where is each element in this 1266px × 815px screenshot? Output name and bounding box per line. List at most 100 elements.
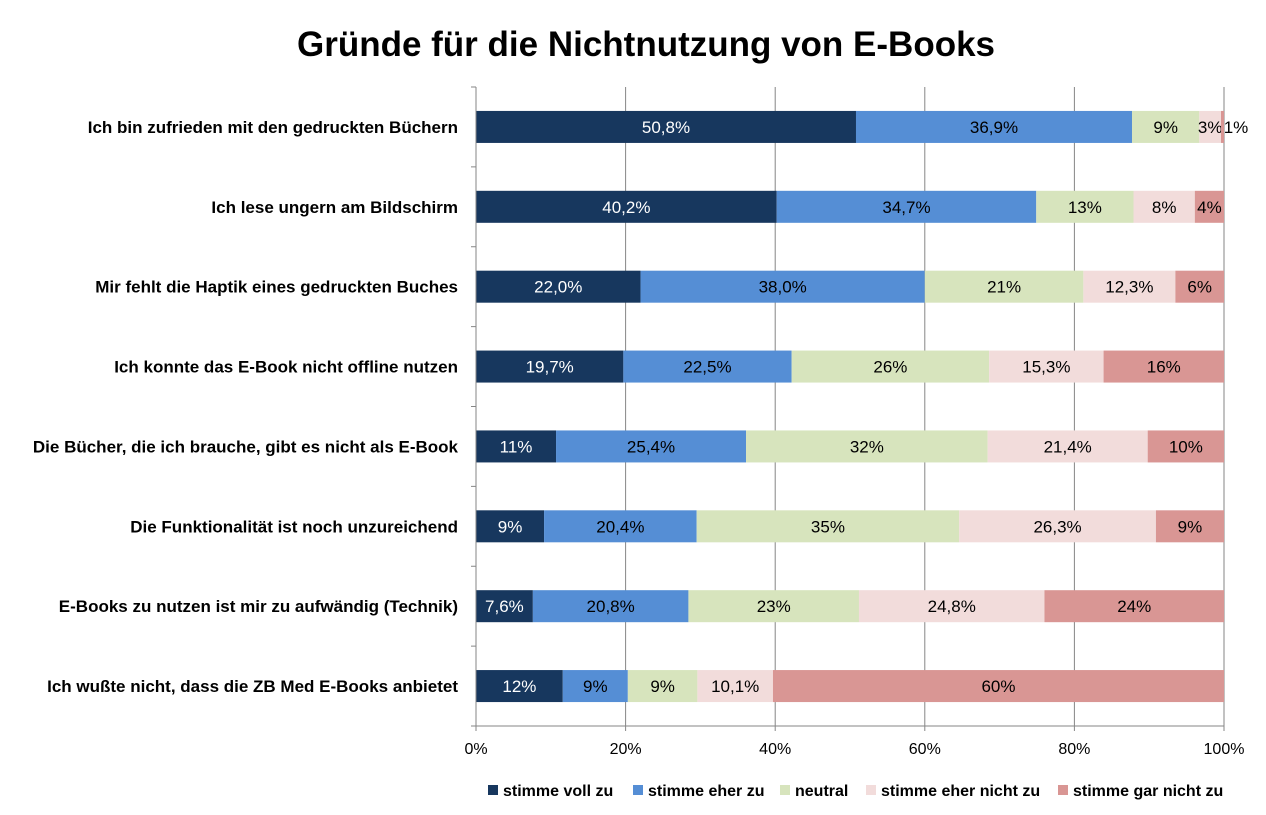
bars: 50,8% 36,9% 9% 3% 1% 40,2% 34,7% 13% 8% 4% 22,0% 38… [476,110,1249,703]
legend-swatch [1058,785,1068,795]
data-label: 9% [498,517,523,536]
bar-segment [556,430,747,463]
data-label: 10% [1169,437,1203,456]
bar-segment [476,190,777,223]
bar-segment [924,270,1084,303]
bar-segment [697,670,773,703]
data-label: 12% [502,677,536,696]
bar-segment [476,510,545,543]
legend-label: stimme eher nicht zu [881,783,1040,800]
bar-segment [640,270,925,303]
bar-segment [562,670,628,703]
bar-segment [772,670,1224,703]
data-label: 10,1% [711,677,759,696]
bar-segment [544,510,697,543]
bar-segment [987,430,1148,463]
x-tick-label: 80% [1058,741,1090,758]
category-label: Mir fehlt die Haptik eines gedruckten Bu… [95,278,458,297]
legend-label: neutral [795,783,848,800]
bar-segment [1194,190,1224,223]
bar-segment [791,350,990,383]
data-label: 36,9% [970,118,1018,137]
legend-label: stimme eher zu [648,783,764,800]
bar-segment [1133,190,1195,223]
data-label: 7,6% [485,597,524,616]
legend-swatch [780,785,790,795]
data-label: 40,2% [602,198,650,217]
x-tick-label: 20% [610,741,642,758]
data-label: 21% [987,278,1021,297]
data-label: 9% [1178,517,1203,536]
bar-segment [1175,270,1224,303]
data-label: 9% [650,677,675,696]
bar-segment [858,590,1045,623]
data-label: 22,0% [534,278,582,297]
legend-swatch [866,785,876,795]
bar-segment [532,590,689,623]
category-label: Ich wußte nicht, dass die ZB Med E-Books… [47,677,458,696]
category-label: Die Bücher, die ich brauche, gibt es nic… [33,437,459,456]
x-tick-labels: 0% 20% 40% 60% 80% 100% [464,741,1244,758]
bar-segment [688,590,859,623]
data-label: 19,7% [526,358,574,377]
data-label: 22,5% [683,358,731,377]
bar-segment [1221,110,1224,143]
legend-label: stimme voll zu [503,783,613,800]
data-label: 1% [1224,118,1249,137]
x-tick-label: 60% [909,741,941,758]
data-label: 8% [1152,198,1177,217]
data-label: 6% [1187,278,1212,297]
category-label: Die Funktionalität ist noch unzureichend [130,517,458,536]
bar-segment [959,510,1156,543]
legend-swatch [633,785,643,795]
gridlines [625,87,1225,726]
data-label: 12,3% [1105,278,1153,297]
category-label: Ich konnte das E-Book nicht offline nutz… [114,358,458,377]
category-label: E-Books zu nutzen ist mir zu aufwändig (… [59,597,458,616]
data-label: 50,8% [642,118,690,137]
data-label: 15,3% [1022,358,1070,377]
bar-segment [476,430,557,463]
data-label: 26,3% [1033,517,1081,536]
chart-title: Gründe für die Nichtnutzung von E-Books [297,25,995,64]
bar-segment [623,350,792,383]
bar-segment [476,590,533,623]
data-label: 38,0% [759,278,807,297]
bar-segment [1155,510,1224,543]
axes [471,86,1225,731]
data-label: 35% [811,517,845,536]
bar-segment [1083,270,1176,303]
bar-segment [476,350,624,383]
bar-segment [1044,590,1224,623]
x-tick-label: 0% [464,741,487,758]
data-label: 20,8% [587,597,635,616]
bar-segment [476,110,856,143]
bar-segment [1199,110,1222,143]
bar-segment [855,110,1132,143]
x-tick-label: 40% [759,741,791,758]
data-label: 24,8% [928,597,976,616]
data-label: 9% [1153,118,1178,137]
bar-segment [989,350,1104,383]
legend-label: stimme gar nicht zu [1073,783,1223,800]
data-label: 16% [1147,358,1181,377]
bar-segment [696,510,960,543]
bar-segment [746,430,988,463]
bar-segment [476,270,641,303]
legend-swatch [488,785,498,795]
data-label: 13% [1068,198,1102,217]
bar-segment [476,670,563,703]
data-label: 60% [981,677,1015,696]
bar-segment [1131,110,1200,143]
data-label: 11% [500,437,533,456]
data-label: 23% [757,597,791,616]
data-label: 32% [850,437,884,456]
data-label: 3% [1198,118,1223,137]
bar-segment [627,670,698,703]
data-label: 26% [873,358,907,377]
data-label: 20,4% [596,517,644,536]
bar-segment [1036,190,1134,223]
bar-segment [776,190,1037,223]
data-label: 9% [583,677,608,696]
